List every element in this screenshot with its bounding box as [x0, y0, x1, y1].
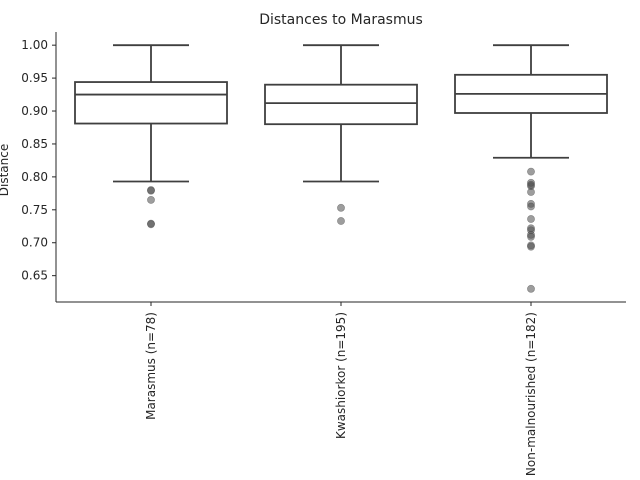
iqr-box	[74, 81, 228, 125]
outlier-point	[527, 167, 535, 176]
y-tick-label: 0.95	[21, 71, 48, 85]
x-tick-label: Marasmus (n=78)	[144, 312, 158, 420]
y-tick-label: 0.75	[21, 203, 48, 217]
box-group	[74, 44, 228, 229]
y-axis-label: Distance	[0, 144, 11, 196]
outlier-point	[147, 220, 155, 229]
outlier-point	[527, 232, 535, 241]
outlier-point	[527, 242, 535, 251]
outlier-point	[337, 203, 345, 212]
outlier-point	[527, 202, 535, 211]
outlier-point	[527, 215, 535, 223]
outlier-point	[147, 196, 155, 204]
outlier-point	[527, 284, 535, 293]
plot-area	[74, 44, 608, 293]
y-tick-label: 0.70	[21, 236, 48, 250]
y-tick-label: 0.80	[21, 170, 48, 184]
y-tick-label: 0.65	[21, 269, 48, 283]
iqr-box	[264, 83, 418, 126]
box-group	[454, 44, 608, 293]
outlier-point	[147, 186, 155, 195]
box-group	[264, 44, 418, 225]
outlier-point	[527, 188, 535, 196]
y-tick-label: 0.90	[21, 104, 48, 118]
x-tick-label: Kwashiorkor (n=195)	[334, 312, 348, 439]
y-tick-label: 1.00	[21, 38, 48, 52]
y-tick-label: 0.85	[21, 137, 48, 151]
x-tick-label: Non-malnourished (n=182)	[524, 312, 538, 476]
outlier-point	[337, 217, 345, 225]
chart-title: Distances to Marasmus	[259, 12, 423, 28]
